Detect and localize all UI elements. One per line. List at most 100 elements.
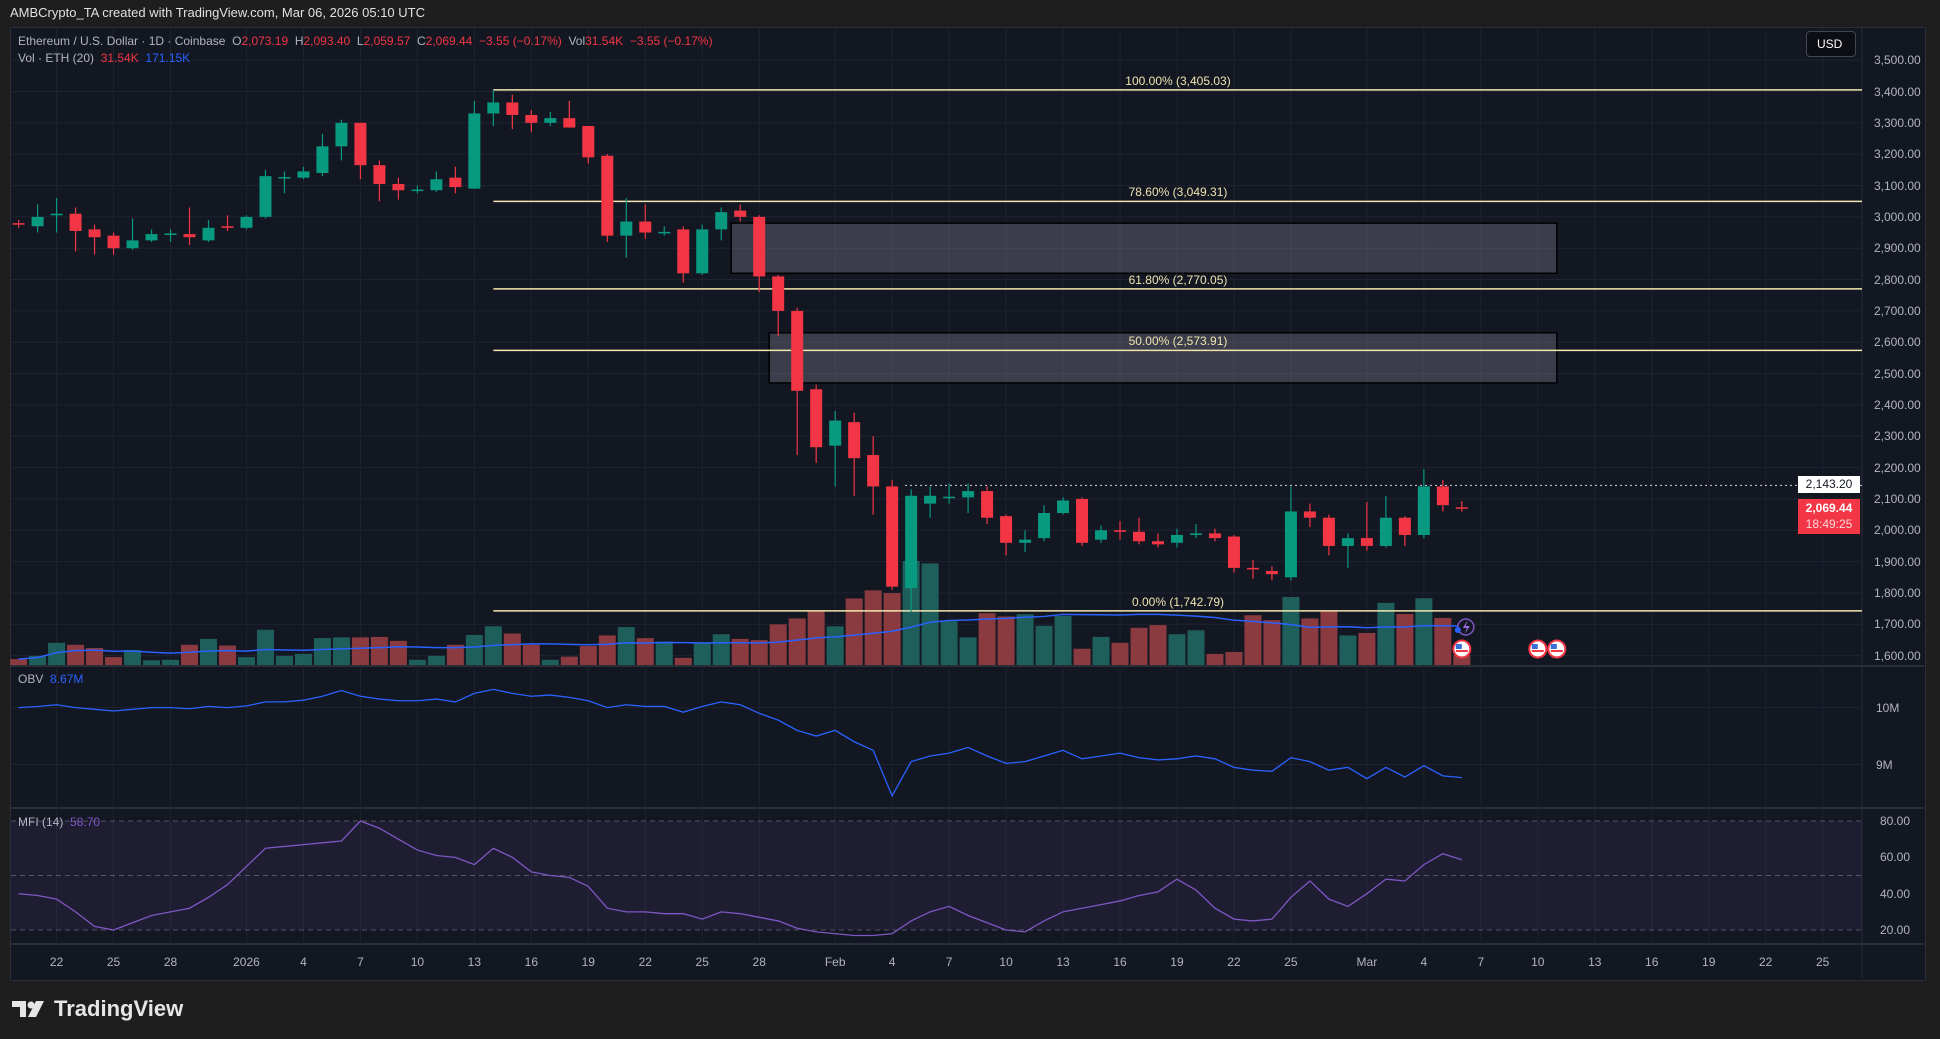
candle-body [411, 189, 424, 192]
candle-body [1000, 516, 1013, 543]
volume-bar [826, 626, 844, 665]
candle-body [468, 113, 481, 189]
volume-bar [617, 627, 635, 665]
candle-body [867, 455, 880, 487]
time-tick-label: 28 [163, 955, 178, 969]
candle-body [791, 310, 804, 391]
fib-level-label: 50.00% (2,573.91) [1128, 334, 1228, 349]
candle-body [924, 495, 937, 504]
volume-bar [143, 660, 161, 665]
volume-bar [370, 636, 388, 665]
candle-body [316, 146, 329, 173]
close-label: C [416, 34, 426, 48]
candle-body [734, 210, 747, 217]
candle-body [1436, 486, 1449, 506]
candle-body [1170, 534, 1183, 543]
us-flag-canton [1531, 644, 1538, 649]
candles [12, 89, 1468, 612]
volume-bar [1130, 627, 1148, 665]
candle-body [886, 486, 899, 587]
volume-bar [465, 634, 483, 665]
volume-legend[interactable]: Vol · ETH (20) 31.54K 171.15K [18, 51, 190, 65]
time-tick-label: 4 [888, 955, 896, 969]
time-tick-label: 19 [581, 955, 595, 969]
volume-bar [959, 637, 977, 665]
symbol-legend[interactable]: Ethereum / U.S. Dollar · 1D · Coinbase O… [18, 34, 713, 48]
us-flag-canton [1550, 644, 1557, 649]
time-tick-label: 10 [999, 955, 1013, 969]
fib-level-label: 0.00% (1,742.79) [1131, 594, 1225, 609]
volume-legend-label: Vol · ETH (20) [18, 51, 95, 65]
candle-body [278, 177, 291, 179]
obv-legend[interactable]: OBV 8.67M [18, 672, 83, 686]
low-value: 2,059.57 [363, 34, 411, 48]
time-tick-label: 7 [1477, 955, 1485, 969]
price-tick-label: 1,700.00 [1874, 617, 1921, 632]
candle-body [1133, 531, 1146, 542]
currency-button[interactable]: USD [1806, 31, 1856, 57]
volume-bar [67, 644, 85, 665]
candle-body [69, 213, 82, 231]
candle-body [373, 165, 386, 184]
volume-bar [1244, 615, 1262, 665]
price-tick-label: 3,100.00 [1874, 178, 1921, 193]
candle-body [487, 102, 500, 114]
candle-body [1246, 567, 1259, 570]
volume-bar [750, 640, 768, 665]
mfi-legend[interactable]: MFI (14) 58.70 [18, 815, 100, 829]
price-tick-label: 3,500.00 [1874, 53, 1921, 68]
volume-bar [351, 637, 369, 665]
candle-body [962, 491, 975, 498]
candle-body [88, 229, 101, 238]
volume-bar [731, 638, 749, 665]
last-price-label: 2,069.44 18:49:25 [1798, 499, 1860, 535]
volume-bar [940, 621, 958, 665]
mfi-line [18, 820, 1463, 937]
volume-bar [921, 563, 939, 665]
volume-bar [769, 624, 787, 665]
volume-bar [560, 656, 578, 665]
volume-bar [313, 638, 331, 665]
supply-zone [730, 222, 1558, 275]
candle-body [354, 122, 367, 166]
volume-bar [86, 647, 104, 665]
lightning-bolt-icon [1462, 620, 1470, 634]
low-label: L [356, 34, 364, 48]
candle-body [1417, 486, 1430, 535]
time-tick-label: 10 [410, 955, 425, 969]
time-tick-label: 16 [1113, 955, 1127, 969]
candle-body [981, 491, 994, 518]
candle-body [1114, 530, 1127, 532]
fib-level-label: 61.80% (2,770.05) [1128, 272, 1228, 287]
price-tick-label: 2,400.00 [1874, 397, 1921, 412]
time-tick-label: 13 [1588, 955, 1602, 969]
volume-bar [181, 644, 199, 665]
volume-bar [864, 590, 882, 665]
volume-bar [446, 644, 464, 665]
volume-bar [1054, 615, 1072, 665]
volume-bar [1453, 655, 1471, 665]
candle-body [582, 125, 595, 158]
candle-body [1284, 511, 1297, 578]
obv-value: 8.67M [50, 672, 84, 686]
fib-level-label: 100.00% (3,405.03) [1125, 73, 1231, 88]
volume-bar [48, 642, 66, 665]
open-value: 2,073.19 [241, 34, 289, 48]
volume-bar [883, 593, 901, 665]
candle-body [905, 495, 918, 589]
obv-label: OBV [18, 672, 44, 686]
volume-bar [579, 646, 597, 665]
volume-bar [1092, 636, 1110, 665]
time-tick-label: 16 [1645, 955, 1659, 969]
symbol-name: Ethereum / U.S. Dollar · 1D · Coinbase [18, 34, 226, 48]
tradingview-logo[interactable]: TradingView [12, 996, 183, 1022]
candle-body [1038, 513, 1051, 539]
volume-bar [1415, 598, 1433, 665]
price-tick-label: 2,200.00 [1874, 460, 1921, 475]
candle-body [107, 235, 120, 249]
price-tick-label: 3,400.00 [1874, 84, 1921, 99]
mfi-tick-label: 20.00 [1880, 923, 1911, 938]
candle-body [544, 118, 557, 123]
candle-body [753, 216, 766, 277]
